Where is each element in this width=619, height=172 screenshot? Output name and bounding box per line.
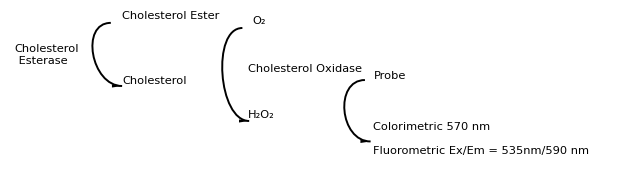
Text: Cholesterol Oxidase: Cholesterol Oxidase [248,64,362,74]
Polygon shape [112,84,122,88]
Text: O₂: O₂ [252,16,266,26]
Text: Cholesterol
 Esterase: Cholesterol Esterase [15,45,79,66]
Text: Cholesterol Ester: Cholesterol Ester [122,11,220,21]
Text: Probe: Probe [373,71,406,81]
Polygon shape [360,140,371,143]
Text: Colorimetric 570 nm: Colorimetric 570 nm [373,122,490,132]
Text: Cholesterol: Cholesterol [122,76,186,86]
Text: Fluorometric Ex/Em = 535nm/590 nm: Fluorometric Ex/Em = 535nm/590 nm [373,146,589,156]
Text: H₂O₂: H₂O₂ [248,110,275,120]
Polygon shape [239,119,249,122]
